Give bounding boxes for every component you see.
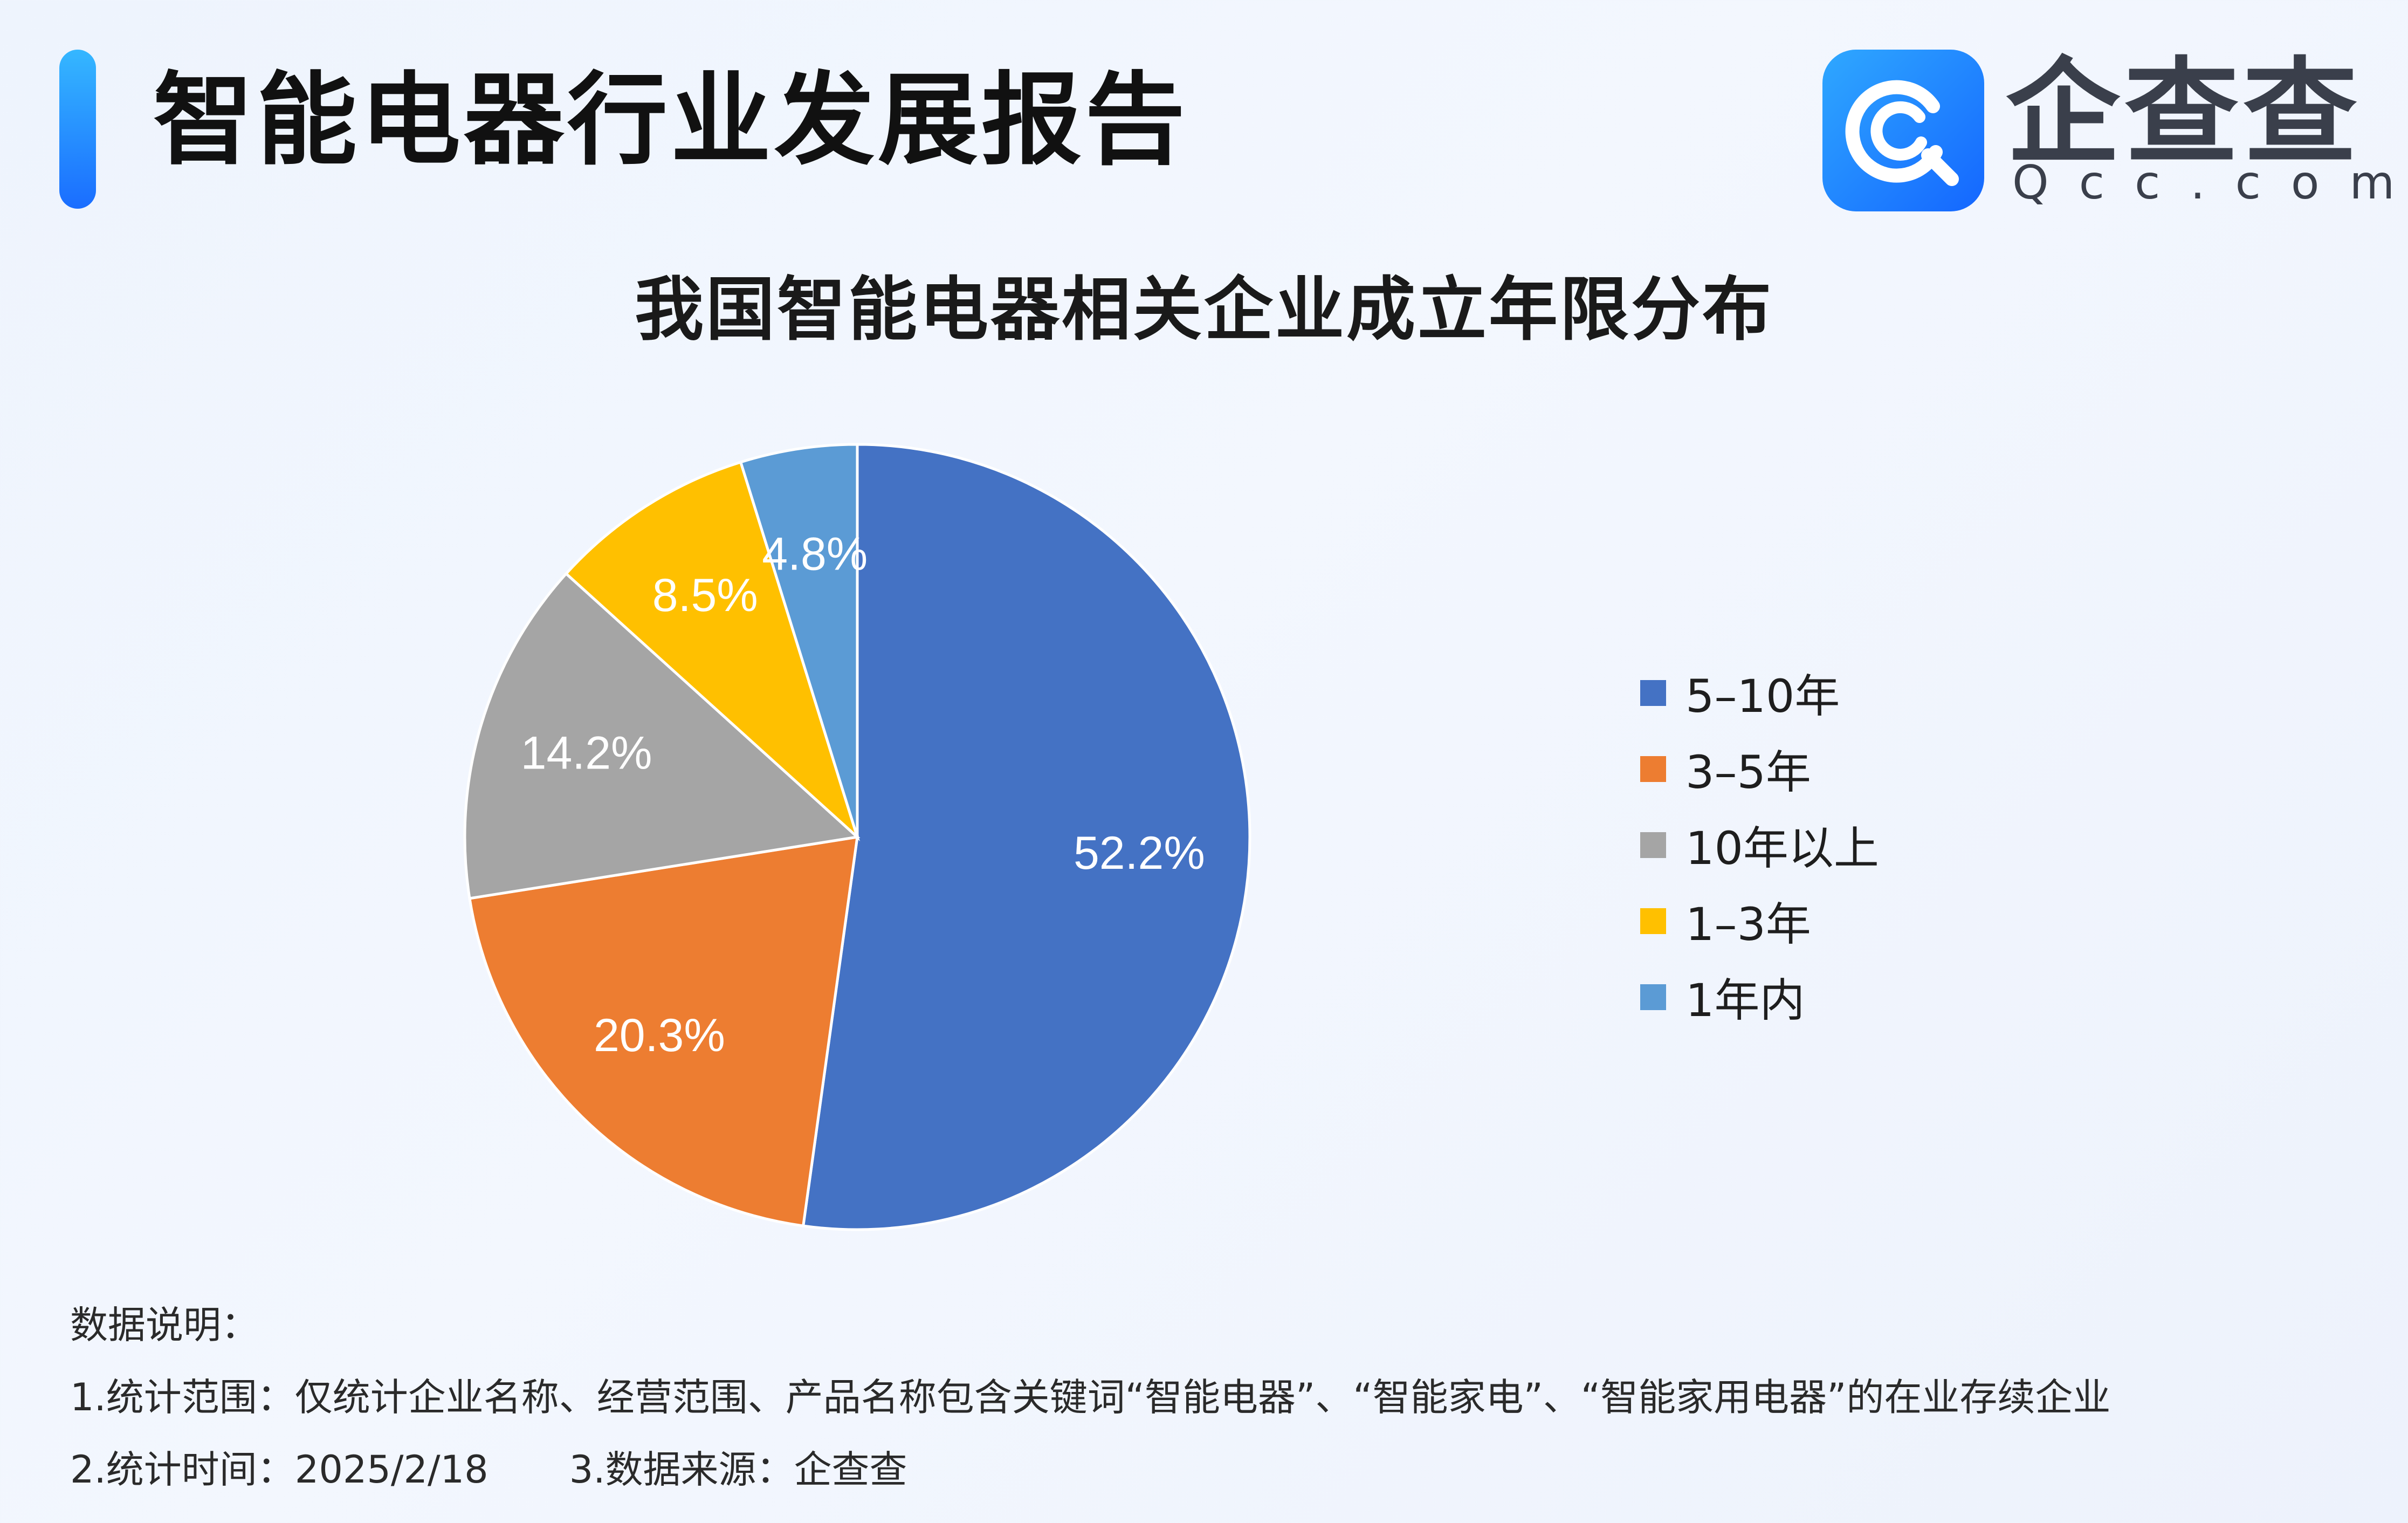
legend-label: 1–3年 bbox=[1685, 898, 1811, 951]
slice-label-1-3: 8.5% bbox=[652, 570, 758, 621]
legend-label: 5–10年 bbox=[1685, 670, 1840, 723]
slice-label-3-5: 20.3% bbox=[594, 1010, 725, 1061]
chart-title: 我国智能电器相关企业成立年限分布 bbox=[634, 270, 1773, 350]
slice-label-5-10: 52.2% bbox=[1074, 827, 1205, 879]
notes-scope: 1.统计范围：仅统计企业名称、经营范围、产品名称包含关键词“智能电器”、“智能家… bbox=[70, 1375, 2111, 1419]
legend-item-3-5: 3–5年 bbox=[1640, 731, 1879, 807]
pie-slice-3-5 bbox=[468, 835, 859, 1227]
legend-item-1-3: 1–3年 bbox=[1640, 883, 1879, 959]
pie-slice-10-plus bbox=[463, 572, 861, 900]
legend-label: 3–5年 bbox=[1685, 746, 1811, 799]
legend-label: 1年内 bbox=[1685, 974, 1805, 1027]
pie-slice-5-10 bbox=[801, 443, 1251, 1231]
notes-time-source-row: 2.统计时间：2025/2/18 3.数据来源：企查查 bbox=[70, 1433, 2110, 1506]
qcc-logo-icon bbox=[1822, 50, 1984, 211]
legend-swatch bbox=[1640, 680, 1666, 706]
chart-legend: 5–10年 3–5年 10年以上 1–3年 1年内 bbox=[1640, 655, 1879, 1035]
notes-source: 3.数据来源：企查查 bbox=[569, 1447, 907, 1492]
pie-slice-under-1 bbox=[739, 443, 859, 838]
logo-wordmark-cn: 企查查 bbox=[2006, 46, 2362, 179]
legend-item-under-1: 1年内 bbox=[1640, 959, 1879, 1035]
slice-label-under-1: 4.8% bbox=[762, 529, 868, 580]
legend-swatch bbox=[1640, 984, 1666, 1010]
legend-swatch bbox=[1640, 832, 1666, 858]
legend-item-10-plus: 10年以上 bbox=[1640, 807, 1879, 883]
logo-wordmark-en: Qcc.com bbox=[2012, 156, 2408, 210]
notes-time: 2.统计时间：2025/2/18 bbox=[70, 1447, 489, 1492]
title-accent-bar bbox=[59, 50, 96, 209]
pie-slice-1-3 bbox=[564, 460, 861, 841]
legend-item-5-10: 5–10年 bbox=[1640, 655, 1879, 731]
report-title: 智能电器行业发展报告 bbox=[153, 61, 1189, 179]
data-notes: 数据说明： 1.统计范围：仅统计企业名称、经营范围、产品名称包含关键词“智能电器… bbox=[70, 1289, 2110, 1506]
qcc-logo: 企查查 Qcc.com bbox=[1822, 50, 2395, 211]
notes-heading: 数据说明： bbox=[70, 1303, 259, 1347]
legend-swatch bbox=[1640, 756, 1666, 782]
slice-label-10-plus: 14.2% bbox=[521, 727, 652, 779]
legend-label: 10年以上 bbox=[1685, 822, 1879, 875]
legend-swatch bbox=[1640, 908, 1666, 934]
